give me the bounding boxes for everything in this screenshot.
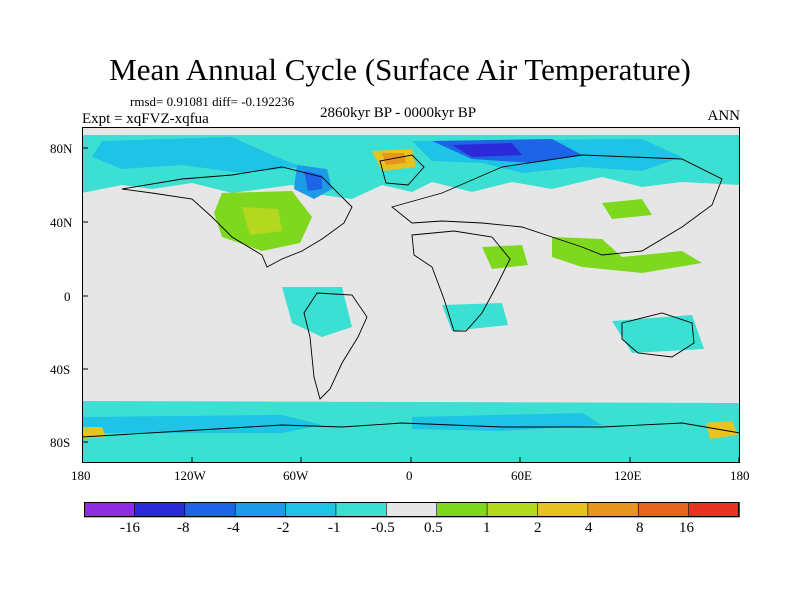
period-label: 2860kyr BP - 0000kyr BP bbox=[320, 105, 477, 121]
coast-eurasia bbox=[391, 154, 723, 256]
colorbar-label-8: 1 bbox=[483, 520, 491, 536]
south-america-cyan bbox=[282, 287, 352, 337]
southern-africa-cyan bbox=[442, 303, 508, 331]
lat-tick-40n: 40N bbox=[50, 215, 73, 230]
arabia-green bbox=[482, 245, 528, 269]
coast-australia bbox=[621, 312, 695, 358]
antarctic-cyan-east bbox=[412, 413, 602, 431]
australia-cyan bbox=[612, 315, 704, 353]
colorbar-swatch-7 bbox=[386, 502, 438, 518]
coast-north-america bbox=[121, 166, 353, 268]
colorbar-swatch-6 bbox=[335, 502, 388, 518]
lon-tick-120e: 120E bbox=[614, 468, 642, 483]
lon-tick-180w: 180 bbox=[71, 468, 91, 483]
lon-tick-180e: 180 bbox=[730, 468, 750, 483]
colorbar-swatch-5 bbox=[285, 502, 337, 518]
lon-tick-120w: 120W bbox=[174, 468, 206, 483]
colorbar-label-6: -0.5 bbox=[371, 520, 395, 536]
colorbar-swatch-3 bbox=[184, 502, 236, 518]
lon-tick-60e: 60E bbox=[511, 468, 532, 483]
colorbar-swatch-11 bbox=[587, 502, 640, 518]
colorbar-swatch-2 bbox=[134, 502, 186, 518]
coast-south-america bbox=[303, 292, 368, 400]
season-label: ANN bbox=[707, 108, 741, 124]
lon-tick-marks bbox=[82, 457, 740, 463]
north-america-yellow bbox=[242, 207, 282, 235]
colorbar-swatch-4 bbox=[234, 502, 287, 518]
lat-tick-80s: 80S bbox=[50, 435, 71, 450]
colorbar-label-11: 8 bbox=[636, 520, 644, 536]
lat-tick-80n: 80N bbox=[50, 141, 73, 156]
colorbar-swatch-9 bbox=[486, 502, 539, 518]
colorbar-label-1: -16 bbox=[120, 520, 140, 536]
greenland-hot bbox=[382, 153, 406, 165]
antarctic-cyan-west bbox=[82, 415, 322, 433]
page-title: Mean Annual Cycle (Surface Air Temperatu… bbox=[109, 52, 691, 87]
colorbar-swatch-8 bbox=[436, 502, 488, 518]
colorbar-label-5: -1 bbox=[328, 520, 341, 536]
colorbar-swatches bbox=[84, 502, 740, 518]
coast-africa bbox=[411, 230, 511, 332]
colorbar-swatch-1 bbox=[84, 502, 136, 518]
south-asia-green bbox=[552, 237, 702, 273]
colorbar-label-7: 0.5 bbox=[424, 520, 443, 536]
colorbar-swatch-13 bbox=[688, 502, 740, 518]
colorbar-swatch-12 bbox=[637, 502, 690, 518]
lat-tick-marks bbox=[82, 147, 88, 443]
colorbar-label-4: -2 bbox=[277, 520, 290, 536]
central-asia-green bbox=[602, 199, 652, 219]
colorbar-label-3: -4 bbox=[227, 520, 240, 536]
experiment-label: Expt = xqFVZ-xqfua bbox=[82, 111, 209, 127]
temperature-anomaly-map bbox=[82, 127, 740, 463]
lon-tick-0: 0 bbox=[406, 468, 413, 483]
stats-line: rmsd= 0.91081 diff= -0.192236 bbox=[130, 94, 295, 109]
coast-greenland bbox=[379, 154, 425, 186]
colorbar-label-12: 16 bbox=[679, 520, 694, 536]
colorbar bbox=[84, 502, 740, 518]
colorbar-label-10: 4 bbox=[585, 520, 593, 536]
lon-tick-60w: 60W bbox=[283, 468, 309, 483]
colorbar-label-9: 2 bbox=[534, 520, 542, 536]
coast-antarctica bbox=[82, 422, 740, 438]
lat-tick-0: 0 bbox=[64, 289, 71, 304]
arctic-cyan-west bbox=[92, 137, 302, 173]
arctic-deep-blue bbox=[452, 143, 522, 157]
lat-tick-40s: 40S bbox=[50, 362, 71, 377]
colorbar-label-2: -8 bbox=[177, 520, 190, 536]
colorbar-swatch-10 bbox=[537, 502, 589, 518]
coastlines bbox=[82, 154, 740, 438]
anomaly-field bbox=[82, 135, 740, 463]
colorbar-frame bbox=[84, 502, 739, 517]
